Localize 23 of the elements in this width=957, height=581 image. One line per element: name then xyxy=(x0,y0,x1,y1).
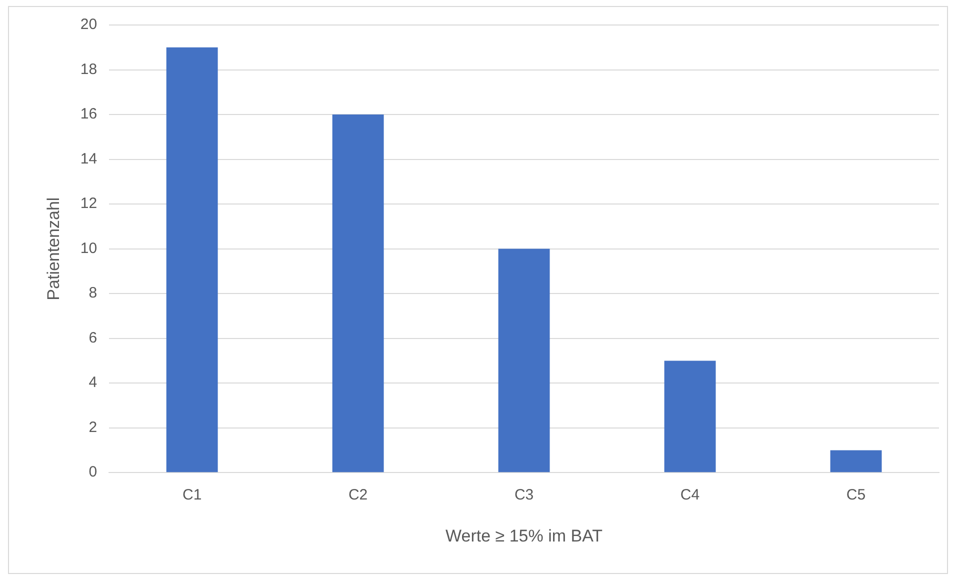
x-tick-label: C3 xyxy=(514,486,534,504)
y-tick-label: 8 xyxy=(88,284,98,302)
x-tick-label: C1 xyxy=(182,486,202,504)
y-tick-label: 16 xyxy=(80,106,98,123)
bar xyxy=(332,114,384,472)
bar xyxy=(830,450,882,472)
y-tick-label: 10 xyxy=(80,240,98,257)
y-tick-label: 0 xyxy=(88,464,98,481)
x-axis-title: Werte ≥ 15% im BAT xyxy=(446,526,603,546)
y-tick-label: 14 xyxy=(80,150,98,168)
bar xyxy=(166,47,218,472)
bar xyxy=(664,360,716,472)
y-tick-label: 18 xyxy=(80,60,98,78)
y-axis-title: Patientenzahl xyxy=(44,197,63,300)
x-tick-label: C5 xyxy=(846,486,866,504)
x-tick-label: C4 xyxy=(680,486,700,504)
bar xyxy=(498,248,550,472)
y-tick-label: 12 xyxy=(80,195,98,212)
y-tick-label: 20 xyxy=(80,16,98,34)
y-tick-label: 6 xyxy=(88,329,98,346)
y-tick-label: 4 xyxy=(88,374,98,392)
y-tick-label: 2 xyxy=(88,418,98,436)
x-tick-label: C2 xyxy=(348,486,368,504)
